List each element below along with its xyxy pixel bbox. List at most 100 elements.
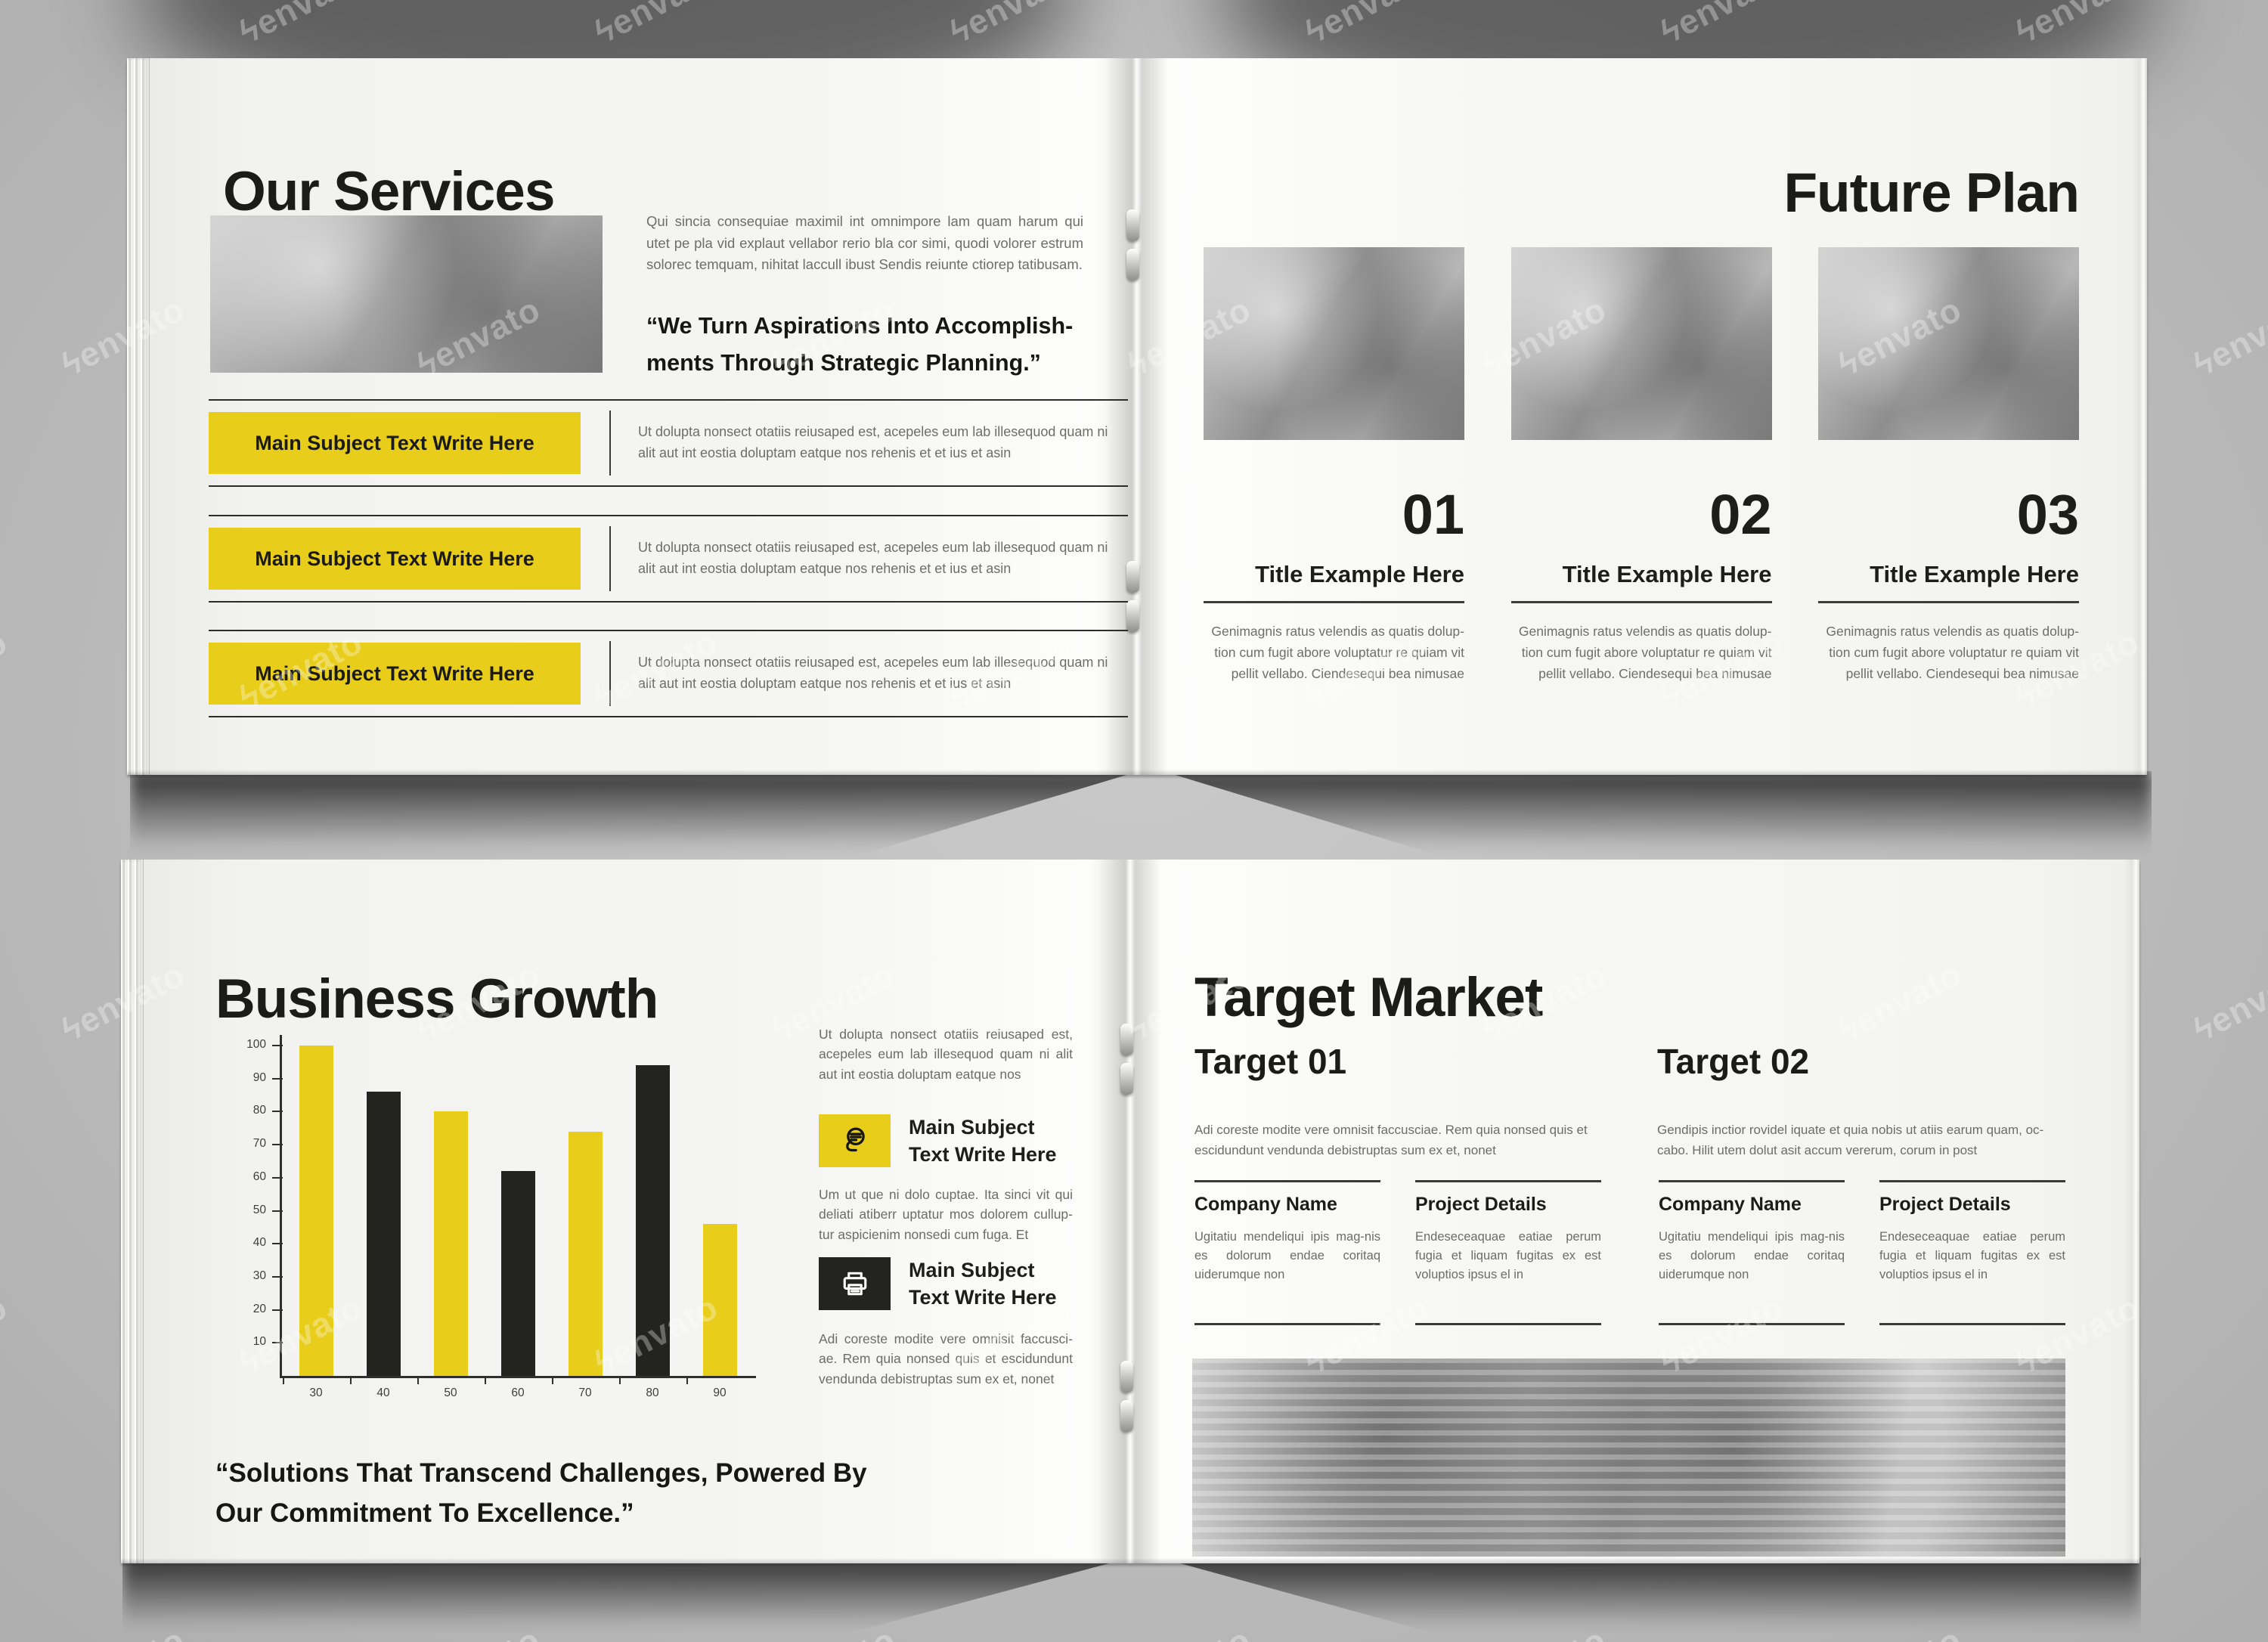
target-description: Adi coreste modite vere omnisit faccusci… [1194, 1123, 1588, 1158]
divider [609, 410, 611, 476]
step-description: Genimagnis ratus velendis as quatis dolu… [1211, 624, 1464, 681]
woman-reading-in-cafe-photo [1510, 247, 1772, 440]
chart-y-tick [272, 1342, 283, 1344]
step-description: Genimagnis ratus velendis as quatis dolu… [1518, 624, 1772, 681]
sidebar-item: Main Subject Text Write Here [819, 1114, 1073, 1169]
chart-y-tick-label: 70 [253, 1137, 266, 1151]
service-row: Main Subject Text Write Here Ut dolupta … [209, 399, 1128, 487]
binding-clip [1126, 209, 1139, 241]
microphone-icon [819, 1114, 891, 1168]
chart-y-tick [272, 1309, 283, 1311]
future-plan-title: Future Plan [1783, 162, 2080, 224]
service-description: Ut dolupta nonsect otatiis reiusaped est… [638, 424, 1108, 460]
chart-x-tick [619, 1377, 621, 1384]
business-growth-quote: “Solutions That Transcend Challenges, Po… [215, 1458, 867, 1528]
divider [1818, 601, 2079, 603]
divider [1510, 601, 1772, 603]
chart-x-axis [280, 1376, 756, 1378]
business-growth-title: Business Growth [215, 968, 658, 1030]
company-group: Company Name Ugitatiu mendeliqui ipis ma… [1194, 1180, 1601, 1325]
our-services-title: Our Services [223, 160, 555, 222]
company-description: Ugitatiu mendeliqui ipis mag-nis es dolo… [1194, 1230, 1380, 1281]
chart-x-tick-label: 80 [646, 1386, 659, 1399]
chart-y-tick [272, 1077, 283, 1080]
company-column: Company Name Ugitatiu mendeliqui ipis ma… [1659, 1180, 1845, 1325]
binding-clip [1126, 249, 1139, 280]
growth-chart: 10 20 30 40 50 60 70 80 90 100 30 40 50 60 70 80 90 [234, 1024, 767, 1433]
sidebar-item-description: Um ut que ni dolo cuptae. Ita sinci vit … [819, 1187, 1073, 1242]
divider [609, 526, 611, 591]
chart-bar [636, 1065, 670, 1376]
chart-y-tick-label: 40 [253, 1236, 266, 1250]
bottom-spread: Business Growth 10 20 30 40 50 60 70 80 90 100 30 4… [121, 860, 2139, 1563]
target-title: Target 02 [1657, 1042, 1810, 1081]
step-title: Title Example Here [1562, 561, 1772, 587]
company-description: Endeseceaquae eatiae perum fugia et liqu… [1415, 1230, 1601, 1281]
chart-y-tick-label: 60 [253, 1170, 266, 1183]
chart-y-tick [272, 1111, 283, 1113]
target-column: Target 02 Gendipis inctior rovidel iquat… [1657, 1041, 2065, 1160]
company-column: Project Details Endeseceaquae eatiae per… [1879, 1180, 2065, 1325]
sidebar-item: Main Subject Text Write Here [819, 1256, 1073, 1312]
watermark: ϟenvato [0, 1287, 14, 1383]
our-services-quote: “We Turn Aspirations Into Accomplish-men… [646, 313, 1074, 376]
company-group: Company Name Ugitatiu mendeliqui ipis ma… [1659, 1180, 2065, 1325]
watermark: ϟenvato [1121, 1620, 1257, 1642]
target-column: Target 01 Adi coreste modite vere omnisi… [1194, 1041, 1603, 1160]
step-number: 02 [1709, 483, 1772, 546]
step-description: Genimagnis ratus velendis as quatis dolu… [1826, 624, 2079, 681]
business-growth-page [121, 860, 1130, 1563]
future-plan-column: 02 Title Example Here Genimagnis ratus v… [1510, 247, 1772, 684]
future-plan-column: 03 Title Example Here Genimagnis ratus v… [1818, 247, 2079, 684]
chart-x-tick-label: 30 [309, 1386, 323, 1399]
company-header: Project Details [1415, 1194, 1547, 1215]
chart-x-tick-label: 70 [578, 1386, 592, 1399]
binding-clip [1126, 600, 1139, 632]
watermark: ϟenvato [0, 621, 14, 717]
woman-writing-at-desk-photo [1818, 247, 2079, 440]
top-spread: Our Services Qui sincia consequiae maxim… [127, 58, 2147, 775]
binding-clip [1126, 561, 1139, 593]
step-title: Title Example Here [1870, 561, 2079, 587]
cast-shadow [1158, 1557, 2141, 1633]
target-columns: Target 01 Adi coreste modite vere omnisi… [1194, 1041, 2065, 1160]
company-header: Company Name [1194, 1194, 1337, 1215]
chart-x-tick [552, 1377, 553, 1384]
chart-y-tick-label: 80 [253, 1104, 266, 1117]
chart-x-tick-label: 50 [444, 1386, 457, 1399]
divider [1204, 601, 1464, 603]
step-number: 03 [2016, 483, 2079, 546]
printer-icon [819, 1257, 891, 1311]
service-description: Ut dolupta nonsect otatiis reiusaped est… [638, 655, 1108, 691]
chart-y-tick [272, 1144, 283, 1146]
company-header: Project Details [1879, 1194, 2011, 1215]
target-description: Gendipis inctior rovidel iquate et quia … [1657, 1123, 2044, 1158]
chart-x-tick-label: 90 [713, 1386, 727, 1399]
chart-y-tick-label: 50 [253, 1203, 266, 1216]
chart-bar [703, 1223, 737, 1376]
chart-y-tick [272, 1210, 283, 1212]
sidebar-item-title: Main Subject Text Write Here [909, 1259, 1057, 1309]
chart-y-tick-label: 10 [253, 1335, 266, 1349]
service-row: Main Subject Text Write Here Ut dolupta … [209, 515, 1128, 603]
page-stack-edge [127, 58, 150, 775]
company-column: Project Details Endeseceaquae eatiae per… [1415, 1180, 1601, 1325]
company-description: Endeseceaquae eatiae perum fugia et liqu… [1879, 1230, 2065, 1281]
chart-bar [434, 1111, 468, 1376]
watermark: ϟenvato [2187, 1620, 2268, 1642]
binding-clip [1120, 1024, 1133, 1055]
chart-x-tick-label: 40 [376, 1386, 390, 1399]
chart-y-tick-label: 30 [253, 1269, 266, 1282]
sidebar-item-description: Adi coreste modite vere omnisit faccusci… [819, 1331, 1073, 1386]
chart-x-tick [686, 1377, 688, 1384]
cast-shadow [1163, 771, 2152, 856]
chart-y-axis [280, 1035, 282, 1377]
page-stack-edge [121, 860, 144, 1563]
future-plan-columns: 01 Title Example Here Genimagnis ratus v… [1204, 247, 2079, 684]
service-row: Main Subject Text Write Here Ut dolupta … [209, 630, 1128, 717]
binding-clip [1120, 1361, 1133, 1393]
chart-bar [569, 1131, 603, 1376]
sidebar-item-title: Main Subject Text Write Here [909, 1116, 1057, 1166]
chart-x-tick [350, 1377, 352, 1384]
